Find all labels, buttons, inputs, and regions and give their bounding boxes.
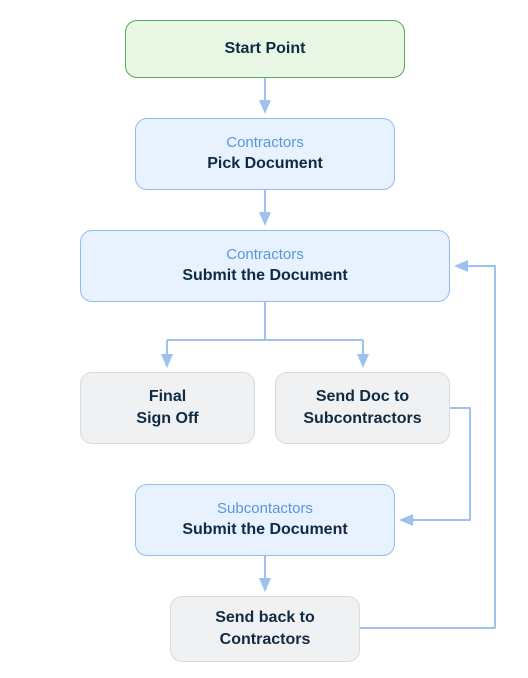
node-role: Contractors [226, 245, 304, 265]
node-sendback: Send back to Contractors [170, 596, 360, 662]
node-pick: ContractorsPick Document [135, 118, 395, 190]
node-final: FinalSign Off [80, 372, 255, 444]
node-label: FinalSign Off [136, 386, 198, 429]
node-senddoc: Send Doc to Subcontractors [275, 372, 450, 444]
node-label: Submit the Document [182, 265, 347, 287]
edges-layer [0, 0, 528, 678]
node-start: Start Point [125, 20, 405, 78]
node-role: Contractors [226, 133, 304, 153]
node-submit2: SubcontactorsSubmit the Document [135, 484, 395, 556]
node-label: Send back to Contractors [181, 607, 349, 650]
node-label: Submit the Document [182, 519, 347, 541]
node-submit1: ContractorsSubmit the Document [80, 230, 450, 302]
node-label: Pick Document [207, 153, 323, 175]
node-label: Send Doc to Subcontractors [286, 386, 439, 429]
node-label: Start Point [225, 38, 306, 60]
node-role: Subcontactors [217, 499, 313, 519]
edge [360, 266, 495, 628]
flowchart-canvas: Start PointContractorsPick DocumentContr… [0, 0, 528, 678]
